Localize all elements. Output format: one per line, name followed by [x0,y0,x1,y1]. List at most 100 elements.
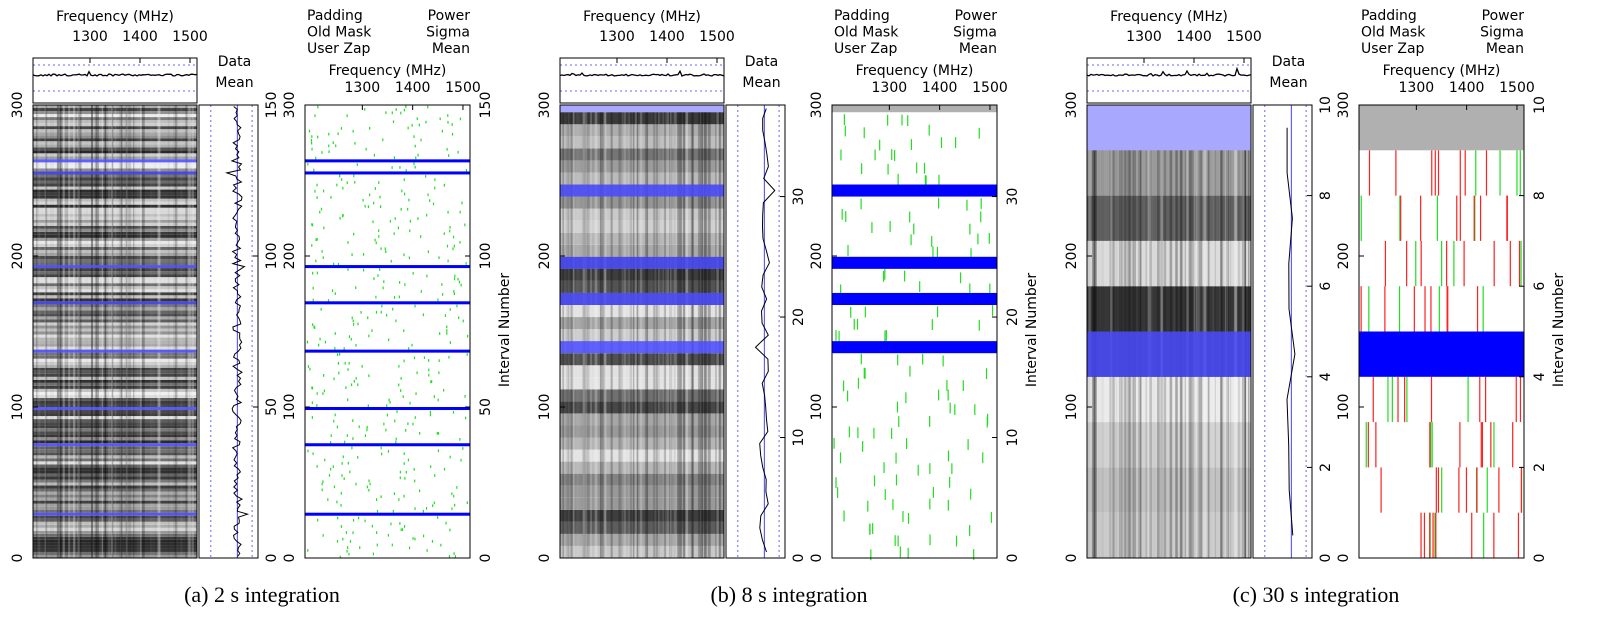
image-row [33,126,197,130]
image-streak [157,105,160,558]
image-streak [50,105,52,558]
image-streak [624,105,626,558]
y-tick-label: 200 [10,243,26,270]
image-streak [704,105,706,558]
masked-row [33,171,197,175]
image-row [33,252,197,256]
image-streak [600,105,603,558]
stat-line [1286,127,1296,536]
image-streak [700,105,702,558]
image-streak [572,105,575,558]
y-tick-label: 200 [1336,243,1352,270]
image-row [33,114,197,118]
mask-legend: User Zap [1361,41,1425,57]
image-streak [158,105,161,558]
image-row [33,431,197,435]
image-row [560,196,724,209]
image-streak [683,105,686,558]
image-row [33,467,197,471]
image-streak [188,105,191,558]
image-streak [44,105,47,558]
x-tick-label: 1500 [699,29,735,45]
image-row [33,192,197,196]
image-row [560,497,724,510]
image-row [33,156,197,160]
mask-row [305,443,470,447]
x-tick-label: 1300 [345,80,381,96]
image-streak [618,105,620,558]
image-streak [562,105,564,558]
image-row [33,358,197,362]
image-row [33,337,197,341]
mask-legend: Sigma [426,25,470,41]
image-streak [124,105,128,558]
y2-tick-label: 100 [264,243,280,270]
image-streak [667,105,669,558]
image-row [33,204,197,208]
mask-legend: Old Mask [1361,25,1426,41]
image-row [33,370,197,374]
image-streak [65,105,69,558]
stat-line [224,106,250,557]
image-row [560,268,724,281]
image-row [33,144,197,148]
mask-legend: Mean [432,41,470,57]
stat-legend: Mean [742,75,780,91]
image-streak [567,105,570,558]
image-row [560,329,724,342]
image-streak [570,105,574,558]
y2-tick-label: 100 [478,243,494,270]
freq-label: Frequency (MHz) [1383,63,1501,79]
image-row [33,452,197,456]
image-row [33,216,197,220]
mask-legend: Padding [834,8,890,24]
image-row [33,521,197,525]
mask-legend: User Zap [307,41,371,57]
y2-label: Interval Number [1551,273,1567,388]
image-streak [121,105,123,558]
mask-row [305,512,470,516]
image-row [33,153,197,157]
image-row [33,385,197,389]
image-streak [603,105,606,558]
image-streak [77,105,80,558]
x-tick-label: 1300 [1399,80,1435,96]
image-row [33,379,197,383]
y2-tick-label: 0 [791,554,807,563]
image-streak [708,105,711,558]
image-row [560,437,724,450]
y2-tick-label: 0 [1532,554,1548,563]
image-row [33,479,197,483]
image-row [33,509,197,513]
image-row [33,123,197,127]
image-row [33,150,197,154]
image-row [33,141,197,145]
image-streak [579,105,581,558]
image-streak [566,105,568,558]
image-row [33,449,197,453]
image-streak [586,105,590,558]
image-streak [37,105,40,558]
image-streak [77,105,79,558]
image-streak [150,105,152,558]
image-streak [690,105,694,558]
image-row [33,391,197,395]
image-streak [582,105,586,558]
image-streak [719,105,722,558]
image-row [33,425,197,429]
image-row [33,298,197,302]
y2-tick-label: 4 [1318,372,1334,381]
mask-padding [832,105,997,113]
image-row [33,325,197,329]
image-streak [111,105,114,558]
image-row [33,289,197,293]
image-row [33,310,197,314]
masked-row [33,301,197,305]
image-row [560,485,724,498]
image-streak [57,105,60,558]
y2-tick-label: 8 [1318,191,1334,200]
masked-row [33,159,197,163]
image-streak [187,105,190,558]
